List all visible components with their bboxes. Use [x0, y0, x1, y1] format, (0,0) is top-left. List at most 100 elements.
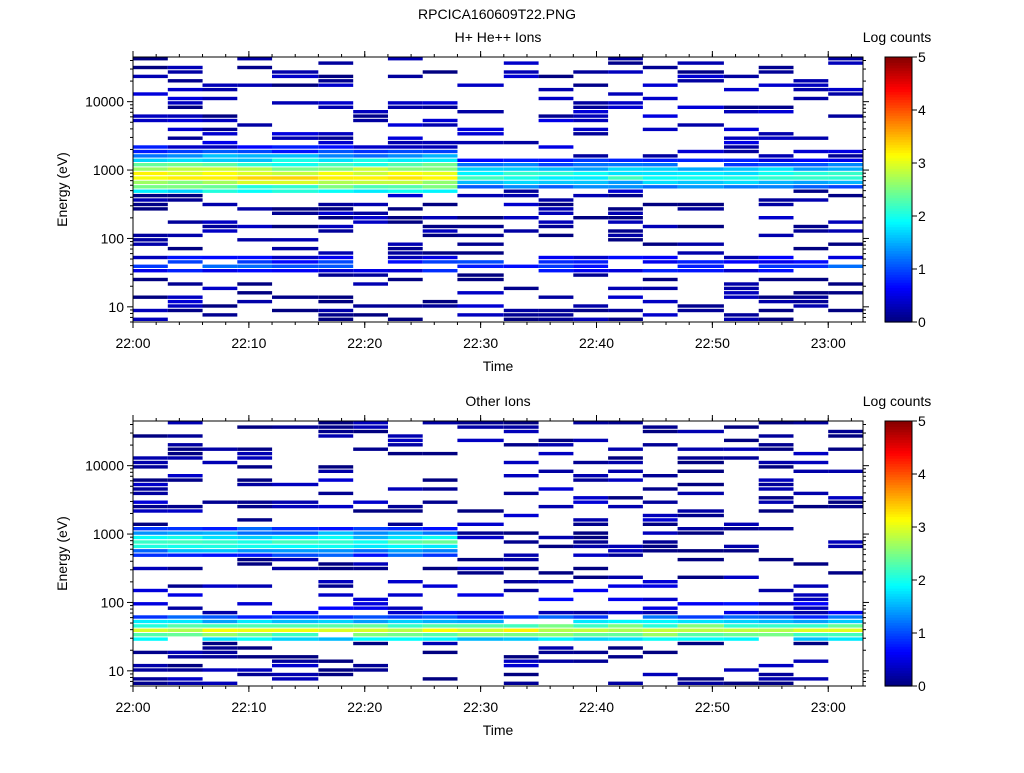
- colorbar-swatch: [885, 434, 912, 438]
- heatmap-cell: [422, 185, 458, 189]
- heatmap-cell: [758, 105, 794, 109]
- heatmap-cell: [642, 255, 678, 260]
- heatmap-cell: [724, 681, 759, 685]
- heatmap-cell: [167, 434, 203, 438]
- heatmap-cell: [133, 171, 168, 176]
- heatmap-cell: [272, 482, 319, 487]
- heatmap-cell: [457, 264, 504, 268]
- heatmap-cell: [793, 659, 829, 663]
- heatmap-cell: [202, 447, 238, 451]
- heatmap-cell: [237, 224, 273, 229]
- colorbar-swatch: [885, 290, 912, 294]
- heatmap-cell: [828, 308, 863, 313]
- heatmap-cell: [133, 487, 168, 491]
- heatmap-cell: [133, 522, 168, 526]
- heatmap-cell: [503, 443, 539, 447]
- heatmap-cell: [758, 610, 794, 615]
- heatmap-cell: [133, 650, 168, 655]
- heatmap-cell: [828, 637, 863, 641]
- heatmap-cell: [272, 158, 319, 162]
- heatmap-cell: [503, 681, 539, 685]
- heatmap-cell: [422, 527, 458, 531]
- heatmap-cell: [758, 633, 794, 637]
- heatmap-cell: [538, 624, 574, 628]
- heatmap-cell: [353, 668, 388, 672]
- heatmap-cell: [422, 158, 458, 162]
- heatmap-cell: [538, 438, 574, 443]
- heatmap-cell: [422, 101, 458, 105]
- heatmap-cell: [167, 681, 203, 685]
- heatmap-cell: [318, 615, 354, 619]
- heatmap-cell: [353, 549, 388, 553]
- colorbar-swatch: [885, 489, 912, 494]
- heatmap-cell: [133, 663, 168, 668]
- heatmap-cell: [573, 185, 609, 189]
- heatmap-cell: [608, 238, 643, 242]
- heatmap-cell: [538, 158, 574, 162]
- heatmap-cell: [457, 83, 504, 87]
- heatmap-cell: [133, 633, 168, 637]
- heatmap-cell: [573, 615, 609, 619]
- heatmap-cell: [503, 308, 539, 313]
- heatmap-cell: [503, 655, 539, 659]
- heatmap-cell: [608, 619, 643, 624]
- heatmap-cell: [573, 260, 609, 264]
- heatmap-cell: [758, 496, 794, 500]
- heatmap-cell: [272, 163, 319, 167]
- heatmap-cell: [202, 540, 238, 544]
- heatmap-cell: [573, 496, 609, 500]
- colorbar-swatch: [885, 269, 912, 273]
- heatmap-cell: [202, 646, 238, 650]
- heatmap-cell: [828, 255, 863, 260]
- heatmap-cell: [793, 677, 829, 681]
- heatmap-cell: [758, 619, 794, 624]
- heatmap-cell: [272, 549, 319, 553]
- heatmap-cell: [758, 434, 794, 438]
- heatmap-cell: [167, 246, 203, 251]
- heatmap-cell: [642, 83, 678, 87]
- heatmap-cell: [202, 304, 238, 308]
- heatmap-cell: [133, 277, 168, 282]
- y-axis: 10 100 1000 10000: [85, 423, 869, 687]
- y-tick-label: 1000: [93, 162, 124, 178]
- colorbar-swatch: [885, 70, 912, 74]
- heatmap-cell: [167, 447, 203, 451]
- heatmap-cell: [538, 451, 574, 456]
- heatmap-cell: [387, 269, 423, 273]
- colorbar-swatch: [885, 125, 912, 130]
- heatmap-cell: [202, 202, 238, 207]
- heatmap-cell: [608, 163, 643, 167]
- heatmap-cell: [167, 149, 203, 154]
- colorbar-swatch: [885, 282, 912, 286]
- heatmap-cell: [318, 593, 354, 597]
- heatmap-cell: [202, 527, 238, 531]
- heatmap-cell: [133, 491, 168, 496]
- heatmap-cell: [457, 509, 504, 513]
- heatmap-cell: [387, 624, 423, 628]
- colorbar-swatch: [885, 542, 912, 547]
- heatmap-cell: [422, 269, 458, 273]
- heatmap-cell: [793, 606, 829, 610]
- colorbar-swatch: [885, 155, 912, 159]
- colorbar-swatch: [885, 466, 912, 470]
- colorbar-swatch: [885, 603, 912, 608]
- heatmap-cell: [133, 114, 168, 118]
- heatmap-cell: [387, 140, 423, 145]
- heatmap-cell: [133, 535, 168, 540]
- heatmap-cell: [677, 491, 724, 496]
- heatmap-cell: [793, 299, 829, 304]
- heatmap-cell: [202, 655, 238, 659]
- heatmap-cell: [167, 154, 203, 158]
- colorbar-swatch: [885, 643, 912, 647]
- y-tick-label: 10000: [85, 94, 124, 110]
- heatmap-cell: [167, 535, 203, 540]
- heatmap-cell: [167, 65, 203, 70]
- heatmap-cell: [387, 189, 423, 193]
- heatmap-cell: [608, 575, 643, 579]
- heatmap-cells: [133, 421, 863, 685]
- colorbar-swatch: [885, 455, 912, 459]
- heatmap-cell: [608, 469, 643, 473]
- heatmap-cell: [457, 127, 504, 132]
- heatmap-cell: [237, 518, 273, 522]
- colorbar-frame: [884, 56, 913, 323]
